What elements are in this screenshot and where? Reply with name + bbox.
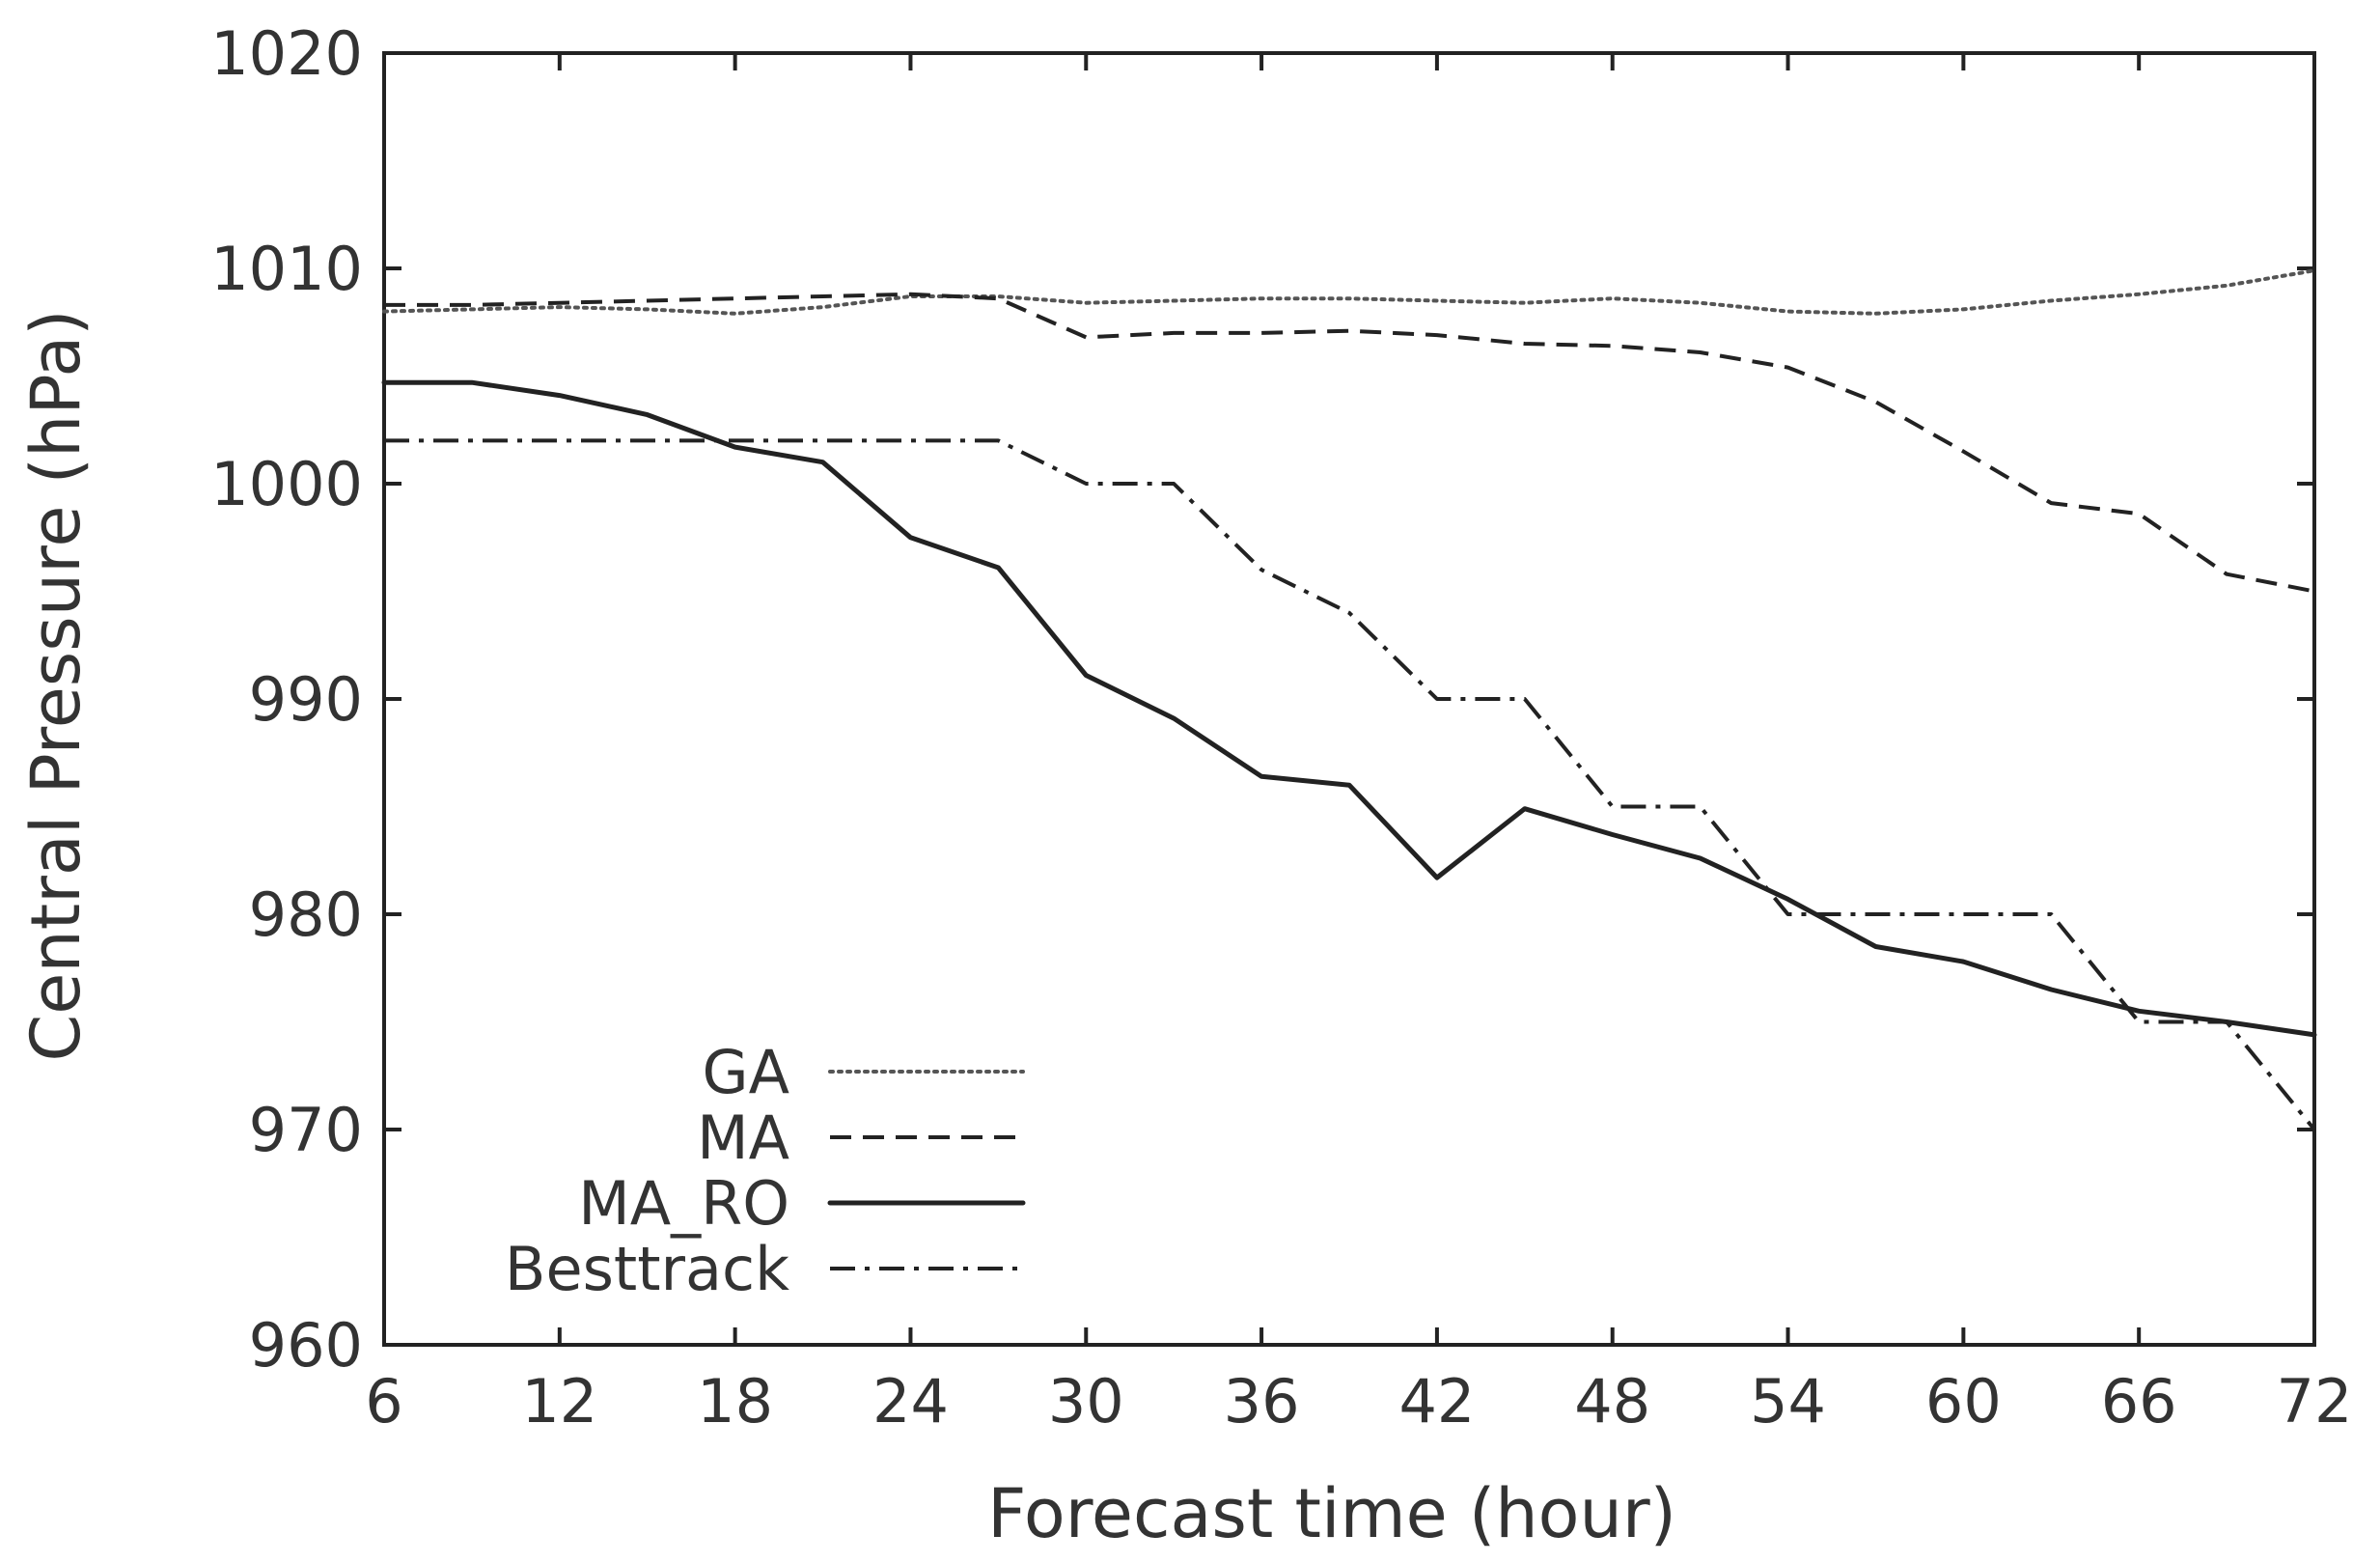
series-layer — [381, 268, 2317, 1131]
x-tick-label: 66 — [2101, 1366, 2177, 1437]
plot-frame — [382, 51, 2316, 1347]
series-line-besttrack — [384, 438, 2316, 1131]
x-tick-label: 18 — [697, 1366, 773, 1437]
x-tick-label: 30 — [1048, 1366, 1124, 1437]
legend-label-besttrack: Besttrack — [505, 1234, 789, 1304]
x-tick-label: 72 — [2277, 1366, 2353, 1437]
y-tick-label: 1000 — [210, 449, 363, 519]
x-axis-title: Forecast time (hour) — [987, 1474, 1676, 1553]
y-tick-label: 980 — [249, 879, 363, 950]
y-axis-title: Central Pressure (hPa) — [16, 309, 96, 1061]
y-tick-label: 960 — [249, 1310, 363, 1381]
x-tick-label: 6 — [365, 1366, 402, 1437]
series-line-ga — [382, 268, 2316, 316]
x-tick-label: 60 — [1925, 1366, 2002, 1437]
y-axis: 960 970 980 990 1000 1010 1020 — [210, 18, 2314, 1381]
x-tick-label: 36 — [1224, 1366, 1300, 1437]
y-tick-label: 990 — [249, 664, 363, 735]
legend-label-ma: MA — [697, 1102, 789, 1173]
x-tick-label: 12 — [521, 1366, 597, 1437]
x-tick-label: 42 — [1398, 1366, 1475, 1437]
series-line-ma-ro — [381, 379, 2317, 1038]
x-axis: 6 12 18 24 30 36 42 48 54 60 66 72 — [365, 53, 2352, 1437]
y-tick-label: 1010 — [210, 234, 363, 304]
plot-border — [382, 51, 2316, 1347]
series-line-ma — [384, 292, 2315, 594]
x-tick-label: 24 — [872, 1366, 949, 1437]
x-tick-label: 48 — [1574, 1366, 1650, 1437]
y-tick-label: 970 — [249, 1095, 363, 1165]
legend-label-ga: GA — [703, 1037, 789, 1107]
y-tick-label: 1020 — [210, 18, 363, 89]
x-tick-label: 54 — [1750, 1366, 1826, 1437]
legend-label-ma-ro: MA_RO — [578, 1168, 789, 1239]
